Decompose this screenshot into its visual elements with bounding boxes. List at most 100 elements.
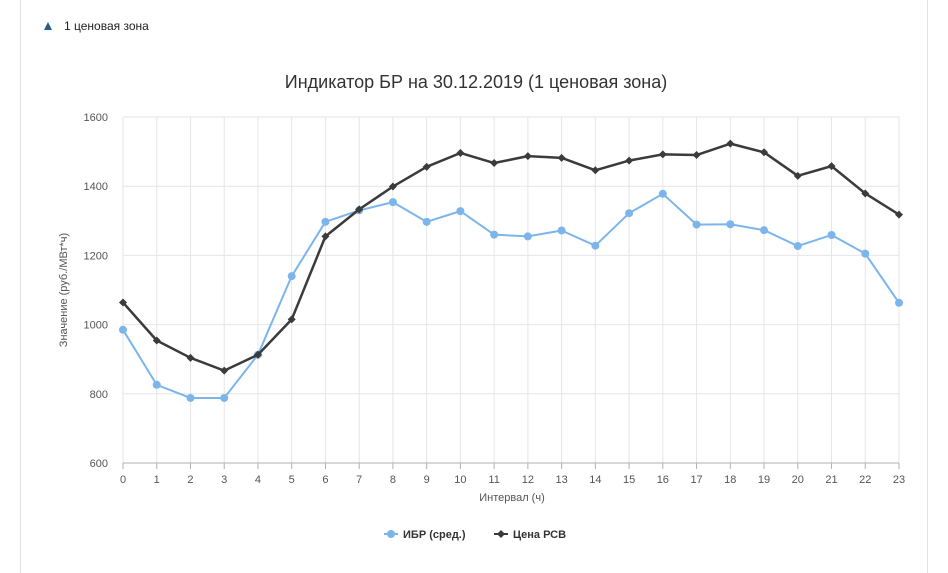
price-zone-label: 1 ценовая зона: [64, 19, 149, 33]
x-tick-label: 6: [322, 474, 328, 486]
data-point: [186, 393, 195, 402]
data-point: [861, 249, 870, 258]
data-point: [625, 209, 634, 218]
x-tick-label: 4: [255, 474, 261, 486]
data-point: [827, 162, 836, 171]
x-tick-label: 18: [724, 474, 736, 486]
data-point: [456, 148, 465, 157]
x-tick-label: 0: [120, 474, 126, 486]
x-tick-label: 16: [657, 474, 669, 486]
y-tick-label: 1200: [84, 250, 108, 262]
data-point: [119, 325, 127, 334]
x-tick-label: 2: [187, 474, 193, 486]
data-point: [760, 148, 769, 157]
x-axis-title: Интервал (ч): [479, 492, 545, 504]
data-point: [186, 353, 195, 362]
chart-panel: [20, 0, 928, 573]
chart-title: Индикатор БР на 30.12.2019 (1 ценовая зо…: [285, 72, 667, 92]
x-tick-label: 23: [893, 474, 905, 486]
data-point: [557, 226, 566, 235]
y-tick-label: 600: [90, 458, 108, 470]
triangle-up-icon: [44, 22, 52, 30]
data-point: [456, 207, 465, 216]
x-tick-label: 17: [690, 474, 702, 486]
series-line: [122, 142, 900, 372]
data-point: [793, 242, 802, 251]
y-tick-label: 1600: [84, 112, 108, 124]
data-point: [422, 162, 431, 171]
data-point: [220, 393, 229, 402]
data-point: [625, 156, 634, 165]
data-point: [692, 151, 701, 160]
vertical-grid: [122, 117, 900, 463]
x-tick-label: 15: [623, 474, 635, 486]
horizontal-grid: [123, 116, 899, 464]
x-tick-label: 19: [758, 474, 770, 486]
legend-label: Цена РСВ: [513, 529, 566, 541]
data-point: [152, 380, 161, 389]
data-point: [422, 217, 431, 226]
data-point: [119, 298, 127, 307]
data-point: [557, 153, 566, 162]
legend-marker: [497, 530, 505, 538]
price-zone-toggle[interactable]: 1 ценовая зона: [44, 19, 149, 33]
y-tick-label: 1000: [84, 320, 108, 332]
x-tick-label: 9: [424, 474, 430, 486]
x-tick-label: 10: [454, 474, 466, 486]
data-point: [658, 150, 667, 159]
data-point: [152, 336, 161, 345]
y-tick-label: 1400: [84, 181, 108, 193]
data-point: [793, 171, 802, 180]
data-point: [253, 350, 262, 359]
data-point: [490, 230, 499, 239]
series-2: [119, 139, 903, 375]
x-tick-label: 21: [825, 474, 837, 486]
data-point: [523, 152, 532, 161]
data-point: [861, 189, 870, 198]
x-tick-label: 20: [792, 474, 804, 486]
data-point: [321, 217, 330, 226]
x-tick-label: 5: [289, 474, 295, 486]
y-axis-title: Значение (руб./МВт*ч): [58, 233, 70, 347]
data-point: [827, 230, 836, 239]
legend: ИБР (сред.) Цена РСВ: [384, 529, 566, 541]
data-point: [726, 139, 735, 148]
data-point: [895, 210, 903, 219]
x-tick-label: 1: [154, 474, 160, 486]
legend-item-2: Цена РСВ: [494, 529, 566, 541]
x-tick-label: 12: [522, 474, 534, 486]
legend-item-1: ИБР (сред.): [384, 529, 466, 541]
data-point: [591, 166, 600, 175]
x-tick-label: 8: [390, 474, 396, 486]
data-point: [287, 315, 296, 324]
x-tick-label: 3: [221, 474, 227, 486]
data-point: [523, 232, 532, 241]
y-tick-label: 800: [90, 389, 108, 401]
data-point: [220, 366, 229, 375]
x-tick-label: 7: [356, 474, 362, 486]
data-point: [658, 189, 667, 198]
x-tick-label: 11: [488, 474, 499, 486]
data-point: [692, 220, 701, 229]
x-tick-label: 14: [589, 474, 601, 486]
data-point: [490, 159, 499, 168]
data-point: [287, 272, 296, 281]
x-axis-ticks: 0 1 2 3 4 5 6 7 8 9 10 11 12 13 14 15 16 17 18 19 20 21 22 23: [120, 462, 905, 486]
data-point: [388, 182, 397, 191]
data-point: [321, 232, 330, 241]
data-point: [760, 226, 769, 235]
series-line: [122, 192, 900, 399]
x-tick-label: 22: [859, 474, 871, 486]
series-layer: [119, 139, 903, 402]
data-point: [388, 198, 397, 207]
legend-marker: [387, 530, 395, 538]
x-tick-label: 13: [555, 474, 567, 486]
data-point: [591, 241, 600, 250]
data-point: [726, 220, 735, 229]
series-1: [119, 189, 903, 402]
legend-label: ИБР (сред.): [403, 529, 466, 541]
y-axis-ticks: 600 800 1000 1200 1400 1600: [84, 112, 108, 470]
data-point: [895, 298, 903, 307]
data-point: [355, 205, 364, 214]
